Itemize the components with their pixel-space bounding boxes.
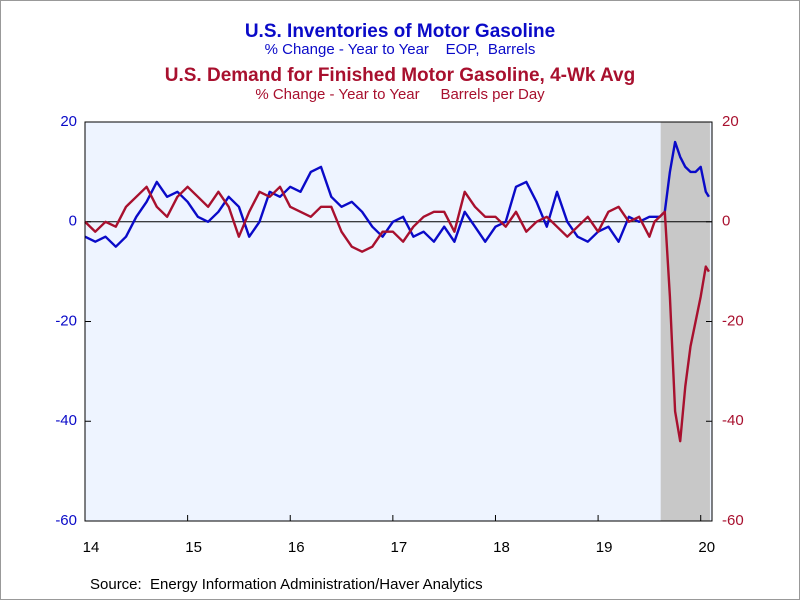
x-tick-label: 20: [698, 539, 715, 556]
chart-subtitle: % Change - Year to Year EOP, Barrels: [265, 41, 536, 58]
y2-tick-label: -20: [722, 312, 744, 329]
chart-title: U.S. Inventories of Motor Gasoline: [245, 21, 555, 42]
plot-border: [84, 121, 713, 522]
series-line: [84, 140, 710, 248]
y2-tick-label: 20: [722, 113, 739, 130]
x-tick-label: 17: [391, 539, 408, 556]
x-tick-label: 18: [493, 539, 510, 556]
y-tick-label: -40: [55, 412, 77, 429]
x-tick-label: 15: [185, 539, 202, 556]
y-tick-label: -60: [55, 512, 77, 529]
x-tick-label: 19: [596, 539, 613, 556]
chart-subtitle-2: % Change - Year to Year Barrels per Day: [255, 86, 545, 103]
y-tick-label: -20: [55, 312, 77, 329]
y-tick-label: 0: [69, 213, 77, 230]
y2-tick-label: -60: [722, 512, 744, 529]
series-line: [84, 185, 710, 443]
source-note: Source: Energy Information Administratio…: [90, 576, 483, 593]
y-tick-label: 20: [60, 113, 77, 130]
y2-tick-label: 0: [722, 213, 730, 230]
chart-title-2: U.S. Demand for Finished Motor Gasoline,…: [165, 65, 635, 86]
x-tick-label: 16: [288, 539, 305, 556]
y2-tick-label: -40: [722, 412, 744, 429]
plot-area: [85, 122, 712, 521]
x-tick-label: 14: [83, 539, 100, 556]
